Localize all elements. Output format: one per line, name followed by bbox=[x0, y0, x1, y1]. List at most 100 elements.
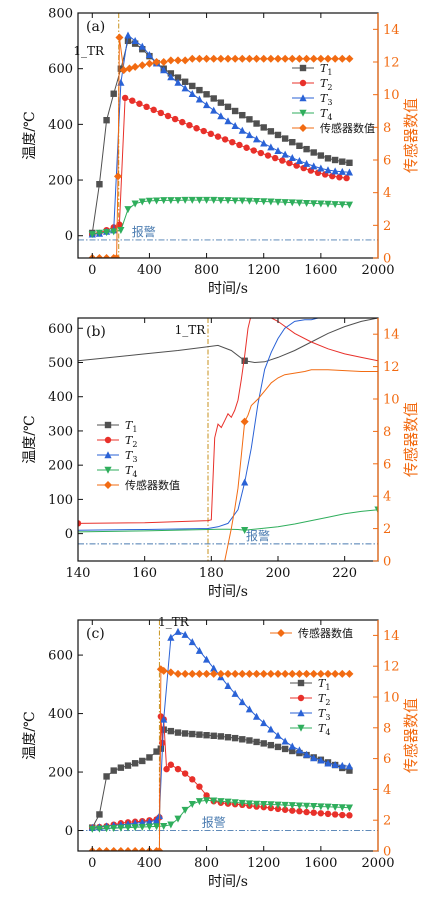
data-point-T1 bbox=[274, 131, 282, 139]
data-point-T4 bbox=[138, 823, 146, 831]
x-tick-label: 1200 bbox=[247, 263, 280, 278]
legend-marker-T1 bbox=[299, 64, 307, 72]
data-point-T3 bbox=[317, 756, 325, 764]
data-point-sensor bbox=[216, 669, 225, 678]
data-point-T1 bbox=[241, 357, 248, 364]
data-point-T3 bbox=[224, 117, 232, 125]
data-point-T2 bbox=[343, 174, 350, 182]
data-point-T4 bbox=[338, 804, 346, 812]
data-point-sensor bbox=[238, 669, 247, 678]
legend-marker-T2 bbox=[104, 436, 112, 444]
data-point-T4 bbox=[131, 824, 139, 832]
y-tick-label: 200 bbox=[48, 459, 73, 474]
y-right-tick-label: 12 bbox=[383, 360, 400, 375]
data-point-T3 bbox=[138, 42, 146, 50]
event-label: 1_TR bbox=[73, 44, 105, 58]
data-point-T3 bbox=[274, 147, 282, 155]
data-point-T4 bbox=[145, 197, 154, 205]
y-right-axis-title: 传感器数值 bbox=[402, 698, 420, 773]
series-group bbox=[88, 627, 354, 851]
y-right-tick-label: 8 bbox=[383, 425, 391, 440]
data-point-T2 bbox=[163, 765, 170, 773]
data-point-sensor bbox=[131, 847, 140, 851]
y-right-tick-label: 2 bbox=[383, 219, 391, 234]
data-point-T4 bbox=[124, 824, 132, 832]
data-point-sensor bbox=[274, 54, 282, 63]
data-point-T4 bbox=[245, 800, 254, 808]
data-point-sensor bbox=[338, 669, 347, 678]
data-point-T3 bbox=[167, 633, 175, 641]
data-point-T3 bbox=[310, 754, 318, 762]
data-point-sensor bbox=[109, 847, 118, 851]
data-point-sensor bbox=[174, 56, 182, 65]
x-tick-label: 400 bbox=[137, 856, 162, 871]
data-point-sensor bbox=[266, 54, 275, 63]
y-right-tick-label: 10 bbox=[383, 393, 400, 408]
y-tick-label: 400 bbox=[48, 118, 73, 133]
data-point-sensor bbox=[274, 669, 282, 678]
data-point-T4 bbox=[145, 823, 154, 831]
data-point-T1 bbox=[174, 74, 182, 81]
data-point-T4 bbox=[345, 201, 354, 209]
data-point-T1 bbox=[110, 767, 117, 774]
data-point-T2 bbox=[324, 810, 332, 818]
x-tick-label: 140 bbox=[66, 566, 91, 581]
data-point-T1 bbox=[124, 762, 132, 769]
data-point-sensor bbox=[224, 669, 232, 678]
data-point-T4 bbox=[110, 824, 118, 832]
x-axis-title: 时间/s bbox=[208, 584, 248, 600]
data-point-T3 bbox=[338, 167, 346, 175]
legend-label-sensor: 传感器数值 bbox=[298, 627, 353, 640]
data-point-T3 bbox=[145, 50, 154, 58]
data-point-T3 bbox=[331, 167, 339, 175]
data-point-T2 bbox=[78, 520, 82, 527]
data-point-T1 bbox=[224, 734, 232, 741]
x-tick-label: 180 bbox=[199, 566, 224, 581]
data-point-sensor bbox=[159, 58, 168, 66]
data-point-T4 bbox=[281, 801, 289, 809]
data-point-T4 bbox=[295, 802, 304, 810]
data-point-T1 bbox=[317, 152, 325, 159]
data-point-sensor bbox=[288, 54, 297, 63]
data-point-T1 bbox=[260, 740, 267, 747]
data-point-sensor bbox=[115, 33, 124, 42]
data-point-T4 bbox=[274, 801, 282, 809]
data-point-T4 bbox=[95, 825, 104, 833]
data-point-T3 bbox=[260, 139, 268, 147]
series-line-sensor bbox=[224, 369, 378, 561]
data-point-T3 bbox=[202, 655, 211, 663]
alarm-label: 报警 bbox=[202, 815, 226, 830]
data-point-T1 bbox=[103, 773, 110, 780]
data-point-sensor bbox=[295, 669, 304, 678]
data-point-T2 bbox=[214, 133, 222, 140]
data-point-sensor bbox=[252, 54, 261, 63]
data-point-T3 bbox=[260, 719, 268, 727]
data-point-sensor bbox=[166, 56, 175, 65]
data-point-T3 bbox=[310, 162, 318, 170]
series-line-T2 bbox=[92, 716, 350, 829]
data-point-T4 bbox=[110, 228, 118, 236]
y-right-tick-label: 14 bbox=[383, 328, 400, 343]
data-point-T3 bbox=[195, 646, 204, 654]
data-point-T1 bbox=[239, 736, 246, 743]
panel-label: (c) bbox=[86, 626, 105, 642]
data-point-T1 bbox=[246, 737, 253, 744]
data-point-T1 bbox=[331, 156, 339, 164]
data-point-T3 bbox=[188, 89, 196, 97]
legend-label-T3: T3 bbox=[318, 707, 330, 722]
data-point-T2 bbox=[129, 97, 136, 104]
legend-label-T4: T4 bbox=[320, 107, 332, 122]
y-tick-label: 400 bbox=[48, 707, 73, 722]
data-point-T4 bbox=[331, 201, 339, 209]
data-point-T2 bbox=[310, 809, 317, 816]
x-tick-label: 0 bbox=[88, 263, 96, 278]
data-point-T3 bbox=[181, 630, 189, 638]
data-point-T4 bbox=[210, 196, 218, 204]
data-point-sensor bbox=[181, 56, 190, 65]
data-point-T4 bbox=[252, 198, 261, 206]
data-point-T4 bbox=[281, 199, 289, 207]
data-point-T3 bbox=[288, 153, 296, 161]
data-point-T4 bbox=[195, 196, 204, 204]
data-point-T4 bbox=[245, 197, 254, 205]
data-point-sensor bbox=[252, 669, 261, 678]
